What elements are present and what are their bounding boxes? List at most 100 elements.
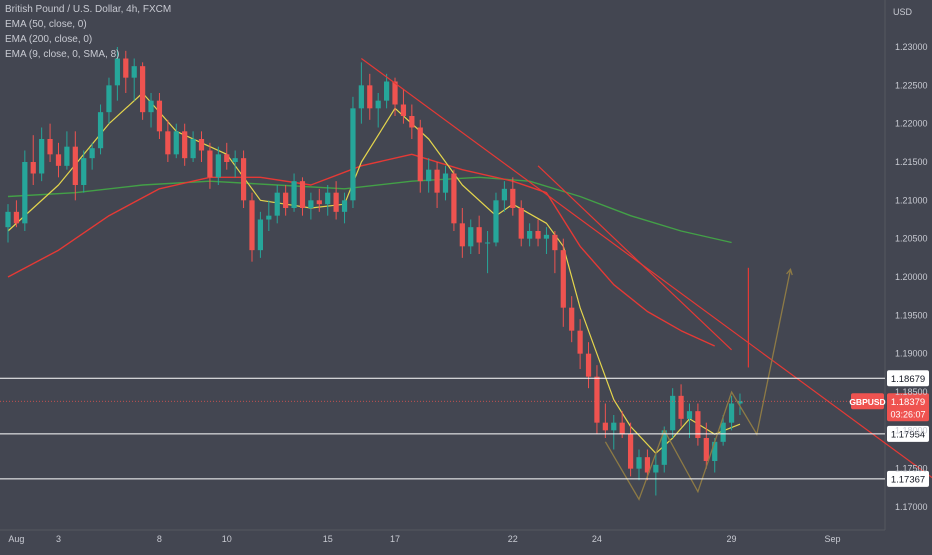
indicator-ema200-label[interactable]: EMA (200, close, 0) <box>5 34 93 45</box>
level-label-box <box>887 370 929 387</box>
candle-body <box>156 100 163 132</box>
candle-body <box>434 169 440 193</box>
price-tick-label: 1.23000 <box>895 42 928 52</box>
candle-body <box>653 464 659 473</box>
candle-body <box>737 401 743 404</box>
candle <box>577 319 583 369</box>
candle-body <box>459 223 465 247</box>
candle <box>417 119 423 193</box>
candle-body <box>493 200 499 243</box>
time-tick-label: 8 <box>157 534 162 544</box>
candle-body <box>484 242 491 244</box>
candle-body <box>341 200 348 212</box>
candle-body <box>409 116 415 128</box>
candle-body <box>283 192 289 208</box>
price-tick-label: 1.21500 <box>895 157 928 167</box>
candle-body <box>165 131 171 155</box>
trendline <box>361 58 932 479</box>
time-tick-label: 29 <box>727 534 737 544</box>
candle-body <box>577 330 583 354</box>
ema9-line <box>7 92 741 454</box>
projection-arrowhead <box>786 268 793 276</box>
ema50-line <box>7 153 715 347</box>
candle <box>434 162 440 208</box>
level-label-text: 1.17367 <box>891 474 925 485</box>
countdown-text: 03:26:07 <box>890 409 925 419</box>
time-tick-label: Sep <box>825 534 841 544</box>
candle <box>585 342 592 389</box>
indicator-ema50-label[interactable]: EMA (50, close, 0) <box>5 19 87 30</box>
price-tick-label: 1.17500 <box>895 464 928 474</box>
price-tick-label: 1.20500 <box>895 234 928 244</box>
candle <box>240 150 247 208</box>
candle-body <box>64 146 70 166</box>
currency-label: USD <box>893 7 913 17</box>
candle-body <box>644 457 651 473</box>
candle <box>215 146 221 185</box>
candle <box>468 219 474 254</box>
candle <box>703 422 709 469</box>
candle <box>165 119 171 162</box>
candle-body <box>527 231 533 239</box>
candle-body <box>316 200 322 205</box>
candle-body <box>552 234 558 251</box>
candle <box>232 150 238 178</box>
candle <box>493 192 499 247</box>
candle-body <box>308 200 314 208</box>
candle <box>560 238 566 327</box>
candle <box>39 127 45 182</box>
candle <box>274 185 280 224</box>
candle-body <box>358 85 364 109</box>
candle <box>224 142 230 170</box>
candle-body <box>257 219 264 251</box>
indicator-ema9-label[interactable]: EMA (9, close, 0, SMA, 8) <box>5 49 120 60</box>
candle-body <box>451 173 457 224</box>
time-tick-label: 15 <box>323 534 333 544</box>
candle <box>148 93 154 128</box>
candle-body <box>695 411 701 438</box>
candle-body <box>417 127 423 182</box>
candle <box>140 62 146 120</box>
candle <box>569 296 575 343</box>
candle-body <box>518 208 524 239</box>
candle <box>131 58 137 101</box>
candle-body <box>535 231 541 239</box>
candle <box>527 223 533 247</box>
candle-body <box>89 148 95 159</box>
candle <box>375 93 381 128</box>
candle <box>653 453 659 496</box>
candle-body <box>182 131 188 159</box>
candle-body <box>560 250 566 308</box>
candle-body <box>611 422 617 431</box>
candle <box>207 142 213 189</box>
candle-body <box>594 376 600 423</box>
candle-body <box>55 154 62 166</box>
candle <box>552 231 558 274</box>
price-tick-label: 1.18000 <box>895 425 928 435</box>
candle-body <box>249 200 255 251</box>
price-tick-label: 1.18500 <box>895 387 928 397</box>
price-tick-label: 1.21000 <box>895 195 928 205</box>
candle <box>728 395 735 431</box>
candle <box>341 192 348 224</box>
candle-body <box>350 108 356 201</box>
price-tick-label: 1.17000 <box>895 502 928 512</box>
candle <box>198 131 205 162</box>
candle-body <box>5 211 11 228</box>
level-label-text: 1.18679 <box>891 374 925 385</box>
candle <box>611 415 617 450</box>
level-label-box <box>887 425 929 442</box>
level-label-text: 1.17954 <box>891 429 925 440</box>
candle-body <box>510 188 516 208</box>
time-tick-label: 10 <box>222 534 232 544</box>
candle-body <box>39 139 45 174</box>
candle <box>670 388 676 438</box>
candle <box>686 403 693 438</box>
candle-body <box>72 146 78 185</box>
candle-body <box>367 85 373 109</box>
symbol-title: British Pound / U.S. Dollar, 4h, FXCM <box>5 4 172 15</box>
candle-body <box>47 139 53 155</box>
candle <box>55 142 62 178</box>
